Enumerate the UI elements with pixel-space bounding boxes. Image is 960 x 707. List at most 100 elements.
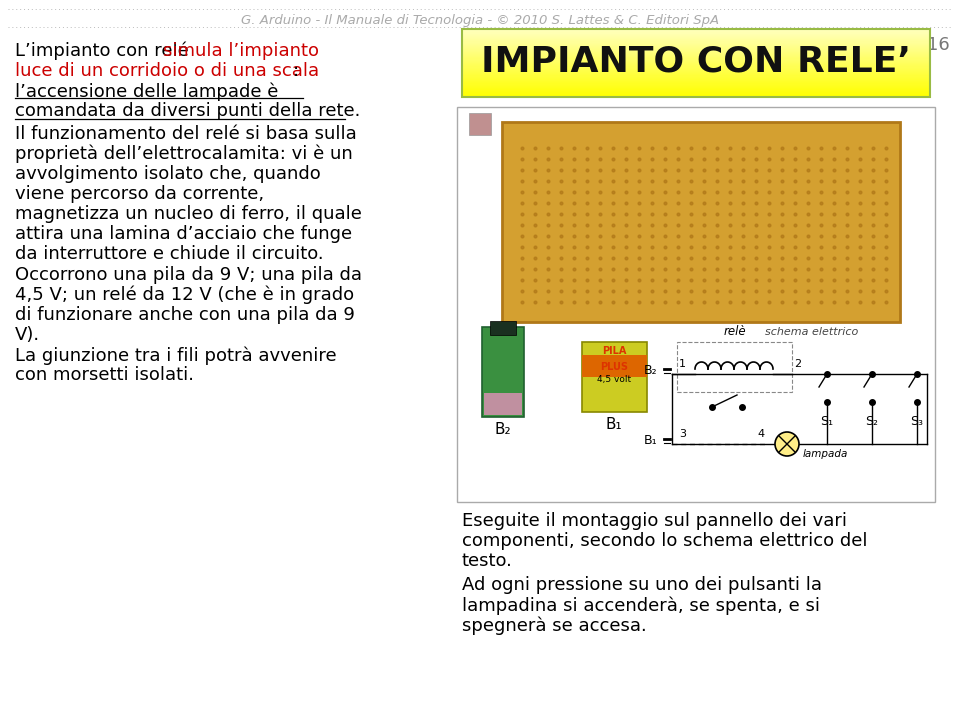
- Text: 16: 16: [927, 36, 950, 54]
- Bar: [462, 95, 930, 97]
- Text: :: :: [293, 62, 300, 80]
- Text: IMPIANTO CON RELE’: IMPIANTO CON RELE’: [481, 44, 911, 78]
- Text: componenti, secondo lo schema elettrico del: componenti, secondo lo schema elettrico …: [462, 532, 868, 550]
- Bar: [462, 77, 930, 79]
- Text: simula l’impianto: simula l’impianto: [163, 42, 319, 60]
- Bar: [502, 122, 900, 322]
- Bar: [462, 35, 930, 37]
- Bar: [462, 34, 930, 36]
- Bar: [484, 393, 522, 415]
- Bar: [462, 58, 930, 59]
- Bar: [462, 83, 930, 85]
- Bar: [462, 90, 930, 91]
- Bar: [462, 62, 930, 63]
- Bar: [462, 32, 930, 33]
- Text: spegnerà se accesa.: spegnerà se accesa.: [462, 617, 647, 636]
- Bar: [462, 33, 930, 35]
- Bar: [582, 342, 647, 412]
- Text: da interruttore e chiude il circuito.: da interruttore e chiude il circuito.: [15, 245, 324, 264]
- Bar: [462, 31, 930, 33]
- Bar: [482, 327, 524, 417]
- Bar: [462, 57, 930, 59]
- Bar: [462, 82, 930, 83]
- Bar: [462, 65, 930, 66]
- Bar: [582, 355, 647, 377]
- Text: Occorrono una pila da 9 V; una pila da: Occorrono una pila da 9 V; una pila da: [15, 266, 362, 284]
- Bar: [462, 49, 930, 50]
- Bar: [462, 88, 930, 89]
- Text: V).: V).: [15, 326, 40, 344]
- Text: S₃: S₃: [910, 415, 924, 428]
- Bar: [462, 86, 930, 88]
- Bar: [462, 81, 930, 82]
- Text: di funzionare anche con una pila da 9: di funzionare anche con una pila da 9: [15, 306, 355, 324]
- Bar: [462, 74, 930, 76]
- Text: lampada: lampada: [803, 449, 849, 459]
- Bar: [462, 94, 930, 96]
- Text: con morsetti isolati.: con morsetti isolati.: [15, 366, 194, 385]
- Text: S₁: S₁: [821, 415, 833, 428]
- Bar: [462, 45, 930, 47]
- Text: Ad ogni pressione su uno dei pulsanti la: Ad ogni pressione su uno dei pulsanti la: [462, 576, 822, 595]
- Text: La giunzione tra i fili potrà avvenire: La giunzione tra i fili potrà avvenire: [15, 346, 337, 365]
- Text: avvolgimento isolato che, quando: avvolgimento isolato che, quando: [15, 165, 321, 183]
- Bar: [462, 28, 930, 30]
- Bar: [462, 62, 930, 64]
- Text: 1: 1: [679, 359, 686, 369]
- Bar: [462, 71, 930, 74]
- Bar: [462, 93, 930, 95]
- Bar: [462, 37, 930, 39]
- Bar: [462, 50, 930, 52]
- Bar: [462, 39, 930, 40]
- Bar: [462, 69, 930, 71]
- Text: S₂: S₂: [866, 415, 878, 428]
- Bar: [462, 79, 930, 81]
- Text: 4,5 V; un relé da 12 V (che è in grado: 4,5 V; un relé da 12 V (che è in grado: [15, 286, 354, 304]
- Bar: [462, 71, 930, 72]
- Text: testo.: testo.: [462, 552, 513, 571]
- Text: lampadina si accenderà, se spenta, e si: lampadina si accenderà, se spenta, e si: [462, 597, 820, 615]
- Bar: [462, 68, 930, 70]
- Bar: [462, 66, 930, 68]
- Bar: [462, 51, 930, 53]
- Text: G. Arduino - Il Manuale di Tecnologia - © 2010 S. Lattes & C. Editori SpA: G. Arduino - Il Manuale di Tecnologia - …: [241, 14, 719, 27]
- Bar: [462, 54, 930, 56]
- Text: PLUS: PLUS: [600, 362, 628, 372]
- Text: magnetizza un nucleo di ferro, il quale: magnetizza un nucleo di ferro, il quale: [15, 205, 362, 223]
- Bar: [462, 41, 930, 42]
- Text: Eseguite il montaggio sul pannello dei vari: Eseguite il montaggio sul pannello dei v…: [462, 512, 847, 530]
- Bar: [462, 75, 930, 76]
- Bar: [462, 54, 930, 55]
- Text: L’impianto con relé: L’impianto con relé: [15, 42, 195, 61]
- Text: l’accensione delle lampade è: l’accensione delle lampade è: [15, 82, 278, 101]
- Text: PILA: PILA: [602, 346, 626, 356]
- Text: B₁: B₁: [643, 433, 657, 447]
- Text: B₁: B₁: [606, 417, 622, 432]
- Text: viene percorso da corrente,: viene percorso da corrente,: [15, 185, 264, 203]
- Bar: [462, 59, 930, 61]
- Text: B₂: B₂: [494, 422, 512, 437]
- Text: schema elettrico: schema elettrico: [765, 327, 858, 337]
- Bar: [462, 37, 930, 38]
- Text: comandata da diversi punti della rete.: comandata da diversi punti della rete.: [15, 103, 360, 120]
- Bar: [462, 67, 930, 69]
- Bar: [462, 48, 930, 49]
- Bar: [677, 342, 792, 392]
- Text: Il funzionamento del relé si basa sulla: Il funzionamento del relé si basa sulla: [15, 124, 357, 143]
- Bar: [462, 43, 930, 45]
- Text: luce di un corridoio o di una scala: luce di un corridoio o di una scala: [15, 62, 319, 80]
- Bar: [462, 40, 930, 42]
- Bar: [462, 85, 930, 87]
- Bar: [462, 52, 930, 54]
- Text: 4: 4: [757, 429, 764, 439]
- Bar: [462, 64, 930, 65]
- Bar: [462, 45, 930, 46]
- Bar: [462, 30, 930, 31]
- Text: 3: 3: [679, 429, 686, 439]
- Bar: [490, 321, 516, 335]
- Text: attira una lamina d’acciaio che funge: attira una lamina d’acciaio che funge: [15, 226, 352, 243]
- Text: proprietà dell’elettrocalamita: vi è un: proprietà dell’elettrocalamita: vi è un: [15, 145, 352, 163]
- Bar: [462, 84, 930, 86]
- Bar: [462, 60, 930, 62]
- Bar: [462, 47, 930, 48]
